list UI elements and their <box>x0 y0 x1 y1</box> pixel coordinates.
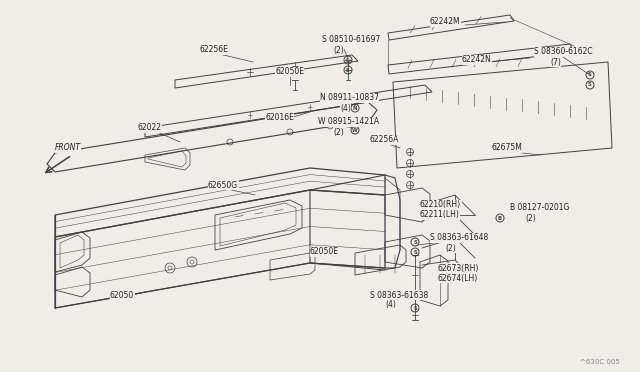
Text: 62022: 62022 <box>138 124 162 132</box>
Text: (2): (2) <box>525 214 536 222</box>
Text: 62050E: 62050E <box>275 67 304 77</box>
Text: S: S <box>413 250 417 254</box>
Text: 62674(LH): 62674(LH) <box>438 273 478 282</box>
Text: S: S <box>413 305 417 311</box>
Text: 62650G: 62650G <box>208 180 238 189</box>
Text: S: S <box>588 83 592 87</box>
Text: (2): (2) <box>333 45 344 55</box>
Text: (2): (2) <box>333 128 344 137</box>
Text: S 08510-61697: S 08510-61697 <box>322 35 380 45</box>
Text: 62256E: 62256E <box>200 45 229 55</box>
Text: (7): (7) <box>550 58 561 67</box>
Text: W: W <box>352 128 358 132</box>
Text: 62673(RH): 62673(RH) <box>438 263 479 273</box>
Text: 62242N: 62242N <box>462 55 492 64</box>
Text: S 08363-61638: S 08363-61638 <box>370 291 428 299</box>
Text: FRONT: FRONT <box>55 144 81 153</box>
Text: 62256A: 62256A <box>370 135 399 144</box>
Text: 62050E: 62050E <box>310 247 339 257</box>
Text: S: S <box>588 73 592 77</box>
Text: S: S <box>413 292 417 298</box>
Text: 62016E: 62016E <box>265 113 294 122</box>
Text: W 08915-1421A: W 08915-1421A <box>318 118 379 126</box>
Text: N: N <box>353 106 357 110</box>
Text: N 08911-10837: N 08911-10837 <box>320 93 379 103</box>
Text: (4): (4) <box>340 103 351 112</box>
Text: 62211(LH): 62211(LH) <box>420 211 460 219</box>
Text: B: B <box>498 215 502 221</box>
Text: S: S <box>346 58 350 62</box>
Text: 62210(RH): 62210(RH) <box>420 201 461 209</box>
Text: S: S <box>413 240 417 244</box>
Text: 62050: 62050 <box>110 291 134 299</box>
Text: S 08363-61648: S 08363-61648 <box>430 234 488 243</box>
Text: 62242M: 62242M <box>430 17 461 26</box>
Text: ^630C 005: ^630C 005 <box>580 359 620 365</box>
Text: (2): (2) <box>445 244 456 253</box>
Text: (4): (4) <box>385 301 396 310</box>
Text: S 08360-6162C: S 08360-6162C <box>534 48 593 57</box>
Text: 62675M: 62675M <box>492 144 523 153</box>
Text: B 08127-0201G: B 08127-0201G <box>510 203 570 212</box>
Text: S: S <box>346 67 350 73</box>
